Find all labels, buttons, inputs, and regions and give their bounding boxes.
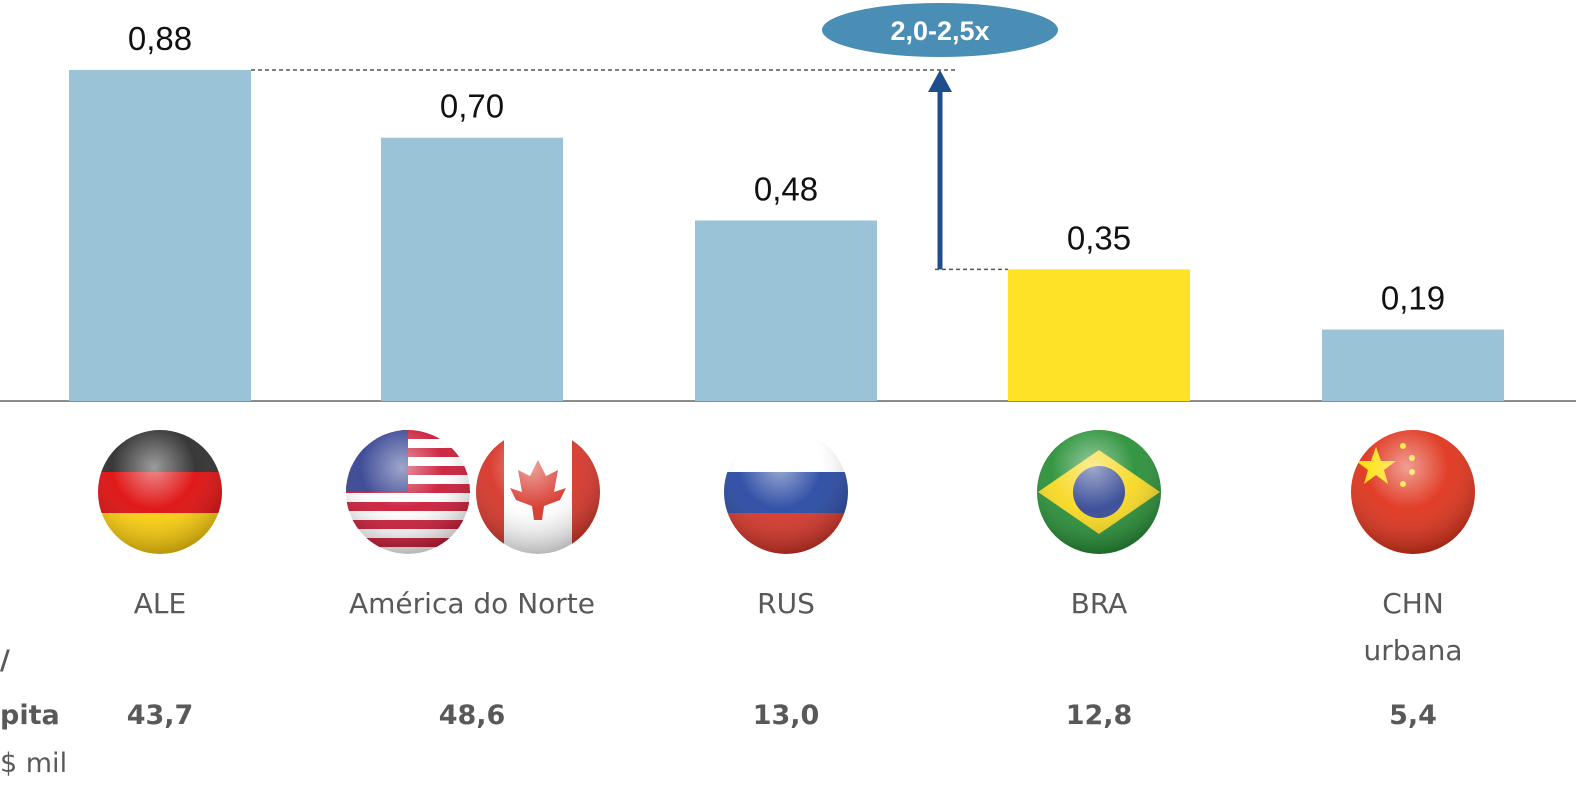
- per-capita-value: 13,0: [752, 700, 820, 731]
- per-capita-value: 48,6: [438, 700, 506, 731]
- row-label: /: [0, 645, 10, 676]
- bar: [1322, 329, 1504, 401]
- per-capita-value: 5,4: [1389, 700, 1437, 731]
- annotation-bubble: [822, 3, 1058, 57]
- value-label: 0,88: [128, 20, 192, 57]
- category-label: ALE: [133, 587, 187, 620]
- category-label: RUS: [757, 587, 815, 620]
- per-capita-value: 43,7: [126, 700, 194, 731]
- category-label: América do Norte: [349, 587, 595, 620]
- bar: [381, 137, 563, 402]
- flag-china: [1351, 430, 1475, 554]
- arrow-head: [928, 70, 952, 93]
- value-label: 0,19: [1381, 280, 1445, 317]
- flag-canada: [476, 430, 600, 554]
- category-label: CHN urbana: [1363, 587, 1463, 667]
- category-label: BRA: [1070, 587, 1128, 620]
- flag-usa: [346, 430, 470, 554]
- bar: [69, 70, 251, 402]
- annotation: 2,0-2,5x: [890, 16, 989, 46]
- bar: [695, 220, 877, 401]
- row-label: $ mil: [0, 748, 68, 779]
- bar: [1008, 269, 1190, 401]
- value-label: 0,35: [1067, 219, 1131, 256]
- value-label: 0,48: [754, 170, 818, 207]
- flag-russia: [724, 430, 848, 554]
- flag-germany: [98, 430, 222, 554]
- flag-brazil: [1037, 430, 1161, 554]
- per-capita-value: 12,8: [1065, 700, 1133, 731]
- row-label: pita: [0, 700, 60, 731]
- value-label: 0,70: [440, 88, 504, 125]
